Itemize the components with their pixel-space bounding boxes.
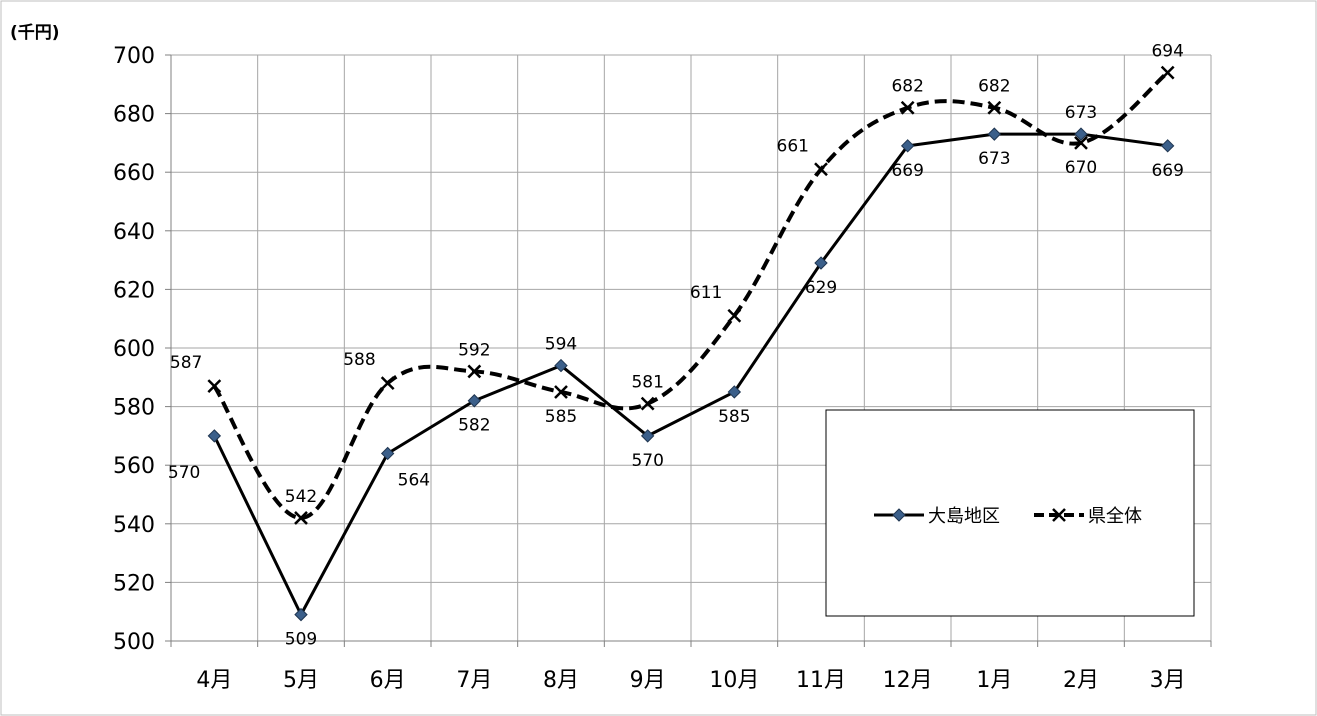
- y-tick-label: 620: [113, 278, 155, 303]
- legend-item-1: 大島地区: [874, 506, 1000, 527]
- x-tick-label: 7月: [456, 668, 492, 693]
- series: [207, 65, 1175, 622]
- point-marker-x: [1074, 136, 1088, 150]
- y-tick-label: 680: [113, 103, 155, 128]
- legend-label: 大島地区: [928, 506, 1000, 527]
- point-marker-diamond: [554, 358, 568, 373]
- data-label: 694: [1151, 42, 1183, 62]
- point-marker-x: [294, 511, 308, 525]
- y-tick-label: 560: [113, 454, 155, 479]
- point-marker-diamond: [727, 385, 742, 399]
- x-tick-label: 4月: [196, 668, 232, 693]
- y-tick-label: 520: [113, 571, 155, 596]
- series-line: [212, 132, 1168, 617]
- x-tick-label: 6月: [370, 668, 406, 693]
- data-label: 509: [285, 630, 317, 650]
- y-tick-label: 700: [113, 44, 155, 69]
- data-label: 611: [690, 283, 722, 303]
- series-2: [207, 65, 1175, 525]
- point-marker-x: [467, 364, 482, 379]
- point-marker-x: [1052, 508, 1066, 522]
- y-tick-label: 660: [113, 161, 155, 186]
- data-label: 570: [631, 451, 663, 471]
- data-label: 670: [1065, 158, 1097, 178]
- data-label: 592: [458, 340, 490, 360]
- point-marker-diamond: [640, 429, 655, 443]
- x-tick-label: 11月: [796, 668, 846, 693]
- data-label: 682: [978, 77, 1010, 97]
- data-label: 581: [631, 373, 663, 393]
- point-marker-x: [640, 396, 655, 411]
- point-marker-x: [554, 385, 568, 399]
- point-marker-diamond: [1160, 139, 1175, 153]
- y-tick-label: 540: [113, 513, 155, 538]
- y-unit-label: (千円): [10, 23, 60, 43]
- data-label: 669: [891, 161, 923, 181]
- point-marker-x: [727, 308, 742, 323]
- point-marker-diamond: [380, 446, 395, 461]
- y-tick-label: 500: [113, 630, 155, 655]
- data-label: 673: [978, 149, 1010, 169]
- legend: 大島地区 県全体: [825, 409, 1195, 617]
- x-tick-label: 9月: [630, 668, 666, 693]
- point-marker-diamond: [900, 139, 915, 153]
- point-marker-diamond: [892, 508, 906, 522]
- y-tick-label: 640: [113, 220, 155, 245]
- series-1: [207, 127, 1175, 622]
- data-label: 594: [545, 335, 577, 355]
- x-tick-label: 5月: [283, 668, 319, 693]
- point-marker-x: [380, 376, 395, 391]
- y-tick-label: 600: [113, 337, 155, 362]
- legend-label: 県全体: [1088, 506, 1142, 527]
- point-marker-x: [207, 379, 222, 393]
- data-labels: 570 509 564 582 594 570 585 629 669 673 673 669 587 5…: [168, 42, 1184, 650]
- point-marker-x: [987, 100, 1002, 115]
- data-label: 585: [718, 407, 750, 427]
- data-label: 585: [545, 407, 577, 427]
- data-label: 629: [805, 278, 837, 298]
- point-marker-x: [1160, 65, 1175, 80]
- data-label: 682: [891, 77, 923, 97]
- data-label: 564: [398, 470, 430, 490]
- data-label: 587: [170, 353, 202, 373]
- point-marker-x: [900, 100, 915, 115]
- axes: 500 520 540 560 580 600 620 640 660 680 700 4月 5月 6月 7…: [113, 44, 1212, 693]
- point-marker-diamond: [294, 607, 308, 622]
- data-label: 588: [343, 350, 375, 370]
- legend-box: [825, 409, 1195, 617]
- point-marker-diamond: [467, 394, 482, 408]
- point-marker-x: [814, 162, 828, 177]
- data-label: 661: [777, 136, 809, 156]
- data-label: 542: [285, 487, 317, 507]
- data-label: 673: [1065, 103, 1097, 123]
- data-label: 570: [168, 463, 200, 483]
- data-label: 669: [1151, 161, 1183, 181]
- x-tick-label: 8月: [543, 668, 579, 693]
- data-label: 582: [458, 416, 490, 436]
- legend-item-2: 県全体: [1034, 506, 1142, 527]
- point-marker-diamond: [207, 429, 222, 443]
- x-tick-label: 10月: [709, 668, 759, 693]
- point-marker-diamond: [814, 256, 828, 270]
- x-tick-label: 3月: [1150, 668, 1186, 693]
- x-tick-label: 2月: [1063, 668, 1099, 693]
- y-tick-label: 580: [113, 396, 155, 421]
- x-tick-label: 12月: [883, 668, 933, 693]
- x-tick-label: 1月: [976, 668, 1012, 693]
- point-marker-diamond: [987, 127, 1002, 141]
- point-marker-diamond: [1074, 127, 1088, 141]
